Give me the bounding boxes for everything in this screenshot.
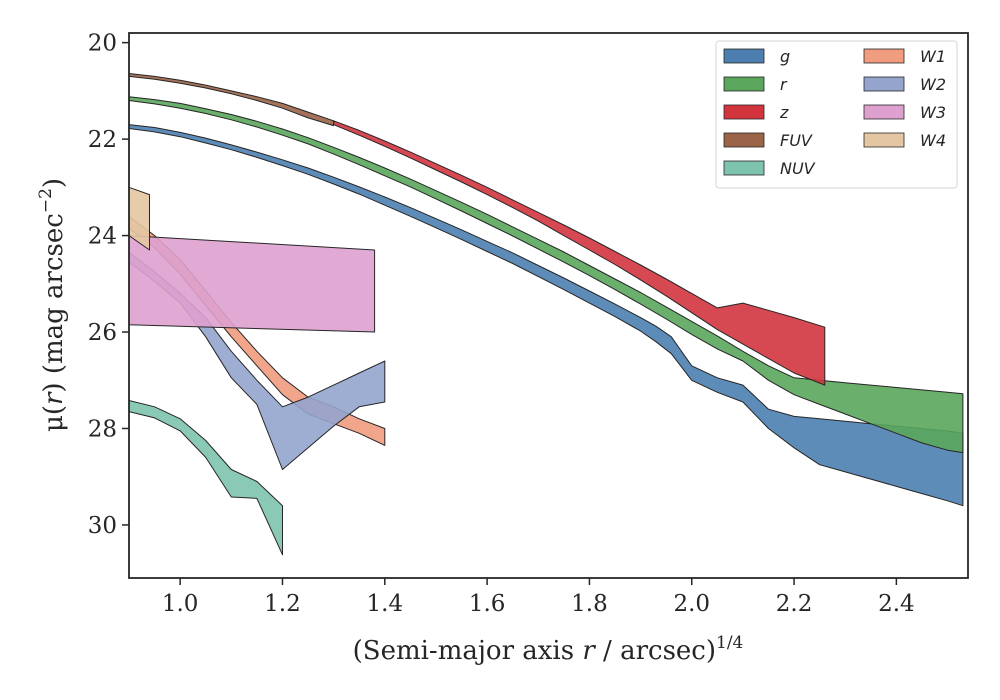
y-axis: 20 22 24 26 28 30 bbox=[88, 31, 129, 539]
legend-label-w4: W4 bbox=[920, 131, 946, 150]
y-axis-title: μ(r) (mag arcsec−2) bbox=[36, 178, 69, 432]
legend-swatch-fuv bbox=[723, 132, 765, 148]
y-tick-label: 20 bbox=[88, 31, 117, 57]
legend-swatch-w2 bbox=[863, 76, 905, 92]
y-tick-label: 22 bbox=[88, 127, 117, 153]
legend-swatch-w3 bbox=[863, 104, 905, 120]
band-layer bbox=[128, 73, 964, 556]
legend-label-z: z bbox=[779, 103, 789, 122]
band-w3 bbox=[128, 235, 376, 333]
x-tick-label: 1.2 bbox=[264, 591, 301, 617]
y-tick-label: 24 bbox=[88, 224, 117, 250]
legend-label-w2: W2 bbox=[920, 75, 946, 94]
legend-swatch-w4 bbox=[863, 132, 905, 148]
x-tick-label: 1.8 bbox=[571, 591, 608, 617]
plot-frame bbox=[128, 32, 969, 579]
band-z bbox=[333, 120, 826, 386]
legend-label-fuv: FUV bbox=[780, 131, 813, 150]
x-tick-label: 2.2 bbox=[776, 591, 813, 617]
legend-swatch-z bbox=[723, 104, 765, 120]
legend-label-r: r bbox=[780, 75, 788, 94]
legend-label-w1: W1 bbox=[920, 47, 946, 66]
x-tick-label: 2.4 bbox=[878, 591, 915, 617]
x-tick-label: 1.6 bbox=[469, 591, 506, 617]
legend-label-w3: W3 bbox=[920, 103, 946, 122]
band-fuv bbox=[128, 73, 335, 127]
x-tick-label: 2.0 bbox=[673, 591, 710, 617]
x-axis: 1.0 1.2 1.4 1.6 1.8 2.0 2.2 2.4 bbox=[162, 578, 915, 617]
legend-swatch-nuv bbox=[723, 160, 765, 176]
legend-label-nuv: NUV bbox=[780, 159, 816, 178]
band-nuv bbox=[128, 400, 283, 556]
band-r bbox=[128, 96, 964, 454]
band-g bbox=[128, 124, 964, 507]
y-tick-label: 26 bbox=[88, 320, 117, 346]
x-axis-title: (Semi-major axis r / arcsec)1/4 bbox=[353, 633, 744, 666]
y-tick-label: 28 bbox=[88, 416, 117, 442]
legend: grz FUV NUV W1 W2 W3 W4 bbox=[715, 40, 958, 189]
legend-swatch-r bbox=[723, 76, 765, 92]
legend-swatch-w1 bbox=[863, 48, 905, 64]
y-tick-label: 30 bbox=[88, 513, 117, 539]
legend-label-g: g bbox=[780, 47, 790, 66]
x-tick-label: 1.0 bbox=[162, 591, 199, 617]
legend-swatch-g bbox=[723, 48, 765, 64]
x-tick-label: 1.4 bbox=[367, 591, 404, 617]
